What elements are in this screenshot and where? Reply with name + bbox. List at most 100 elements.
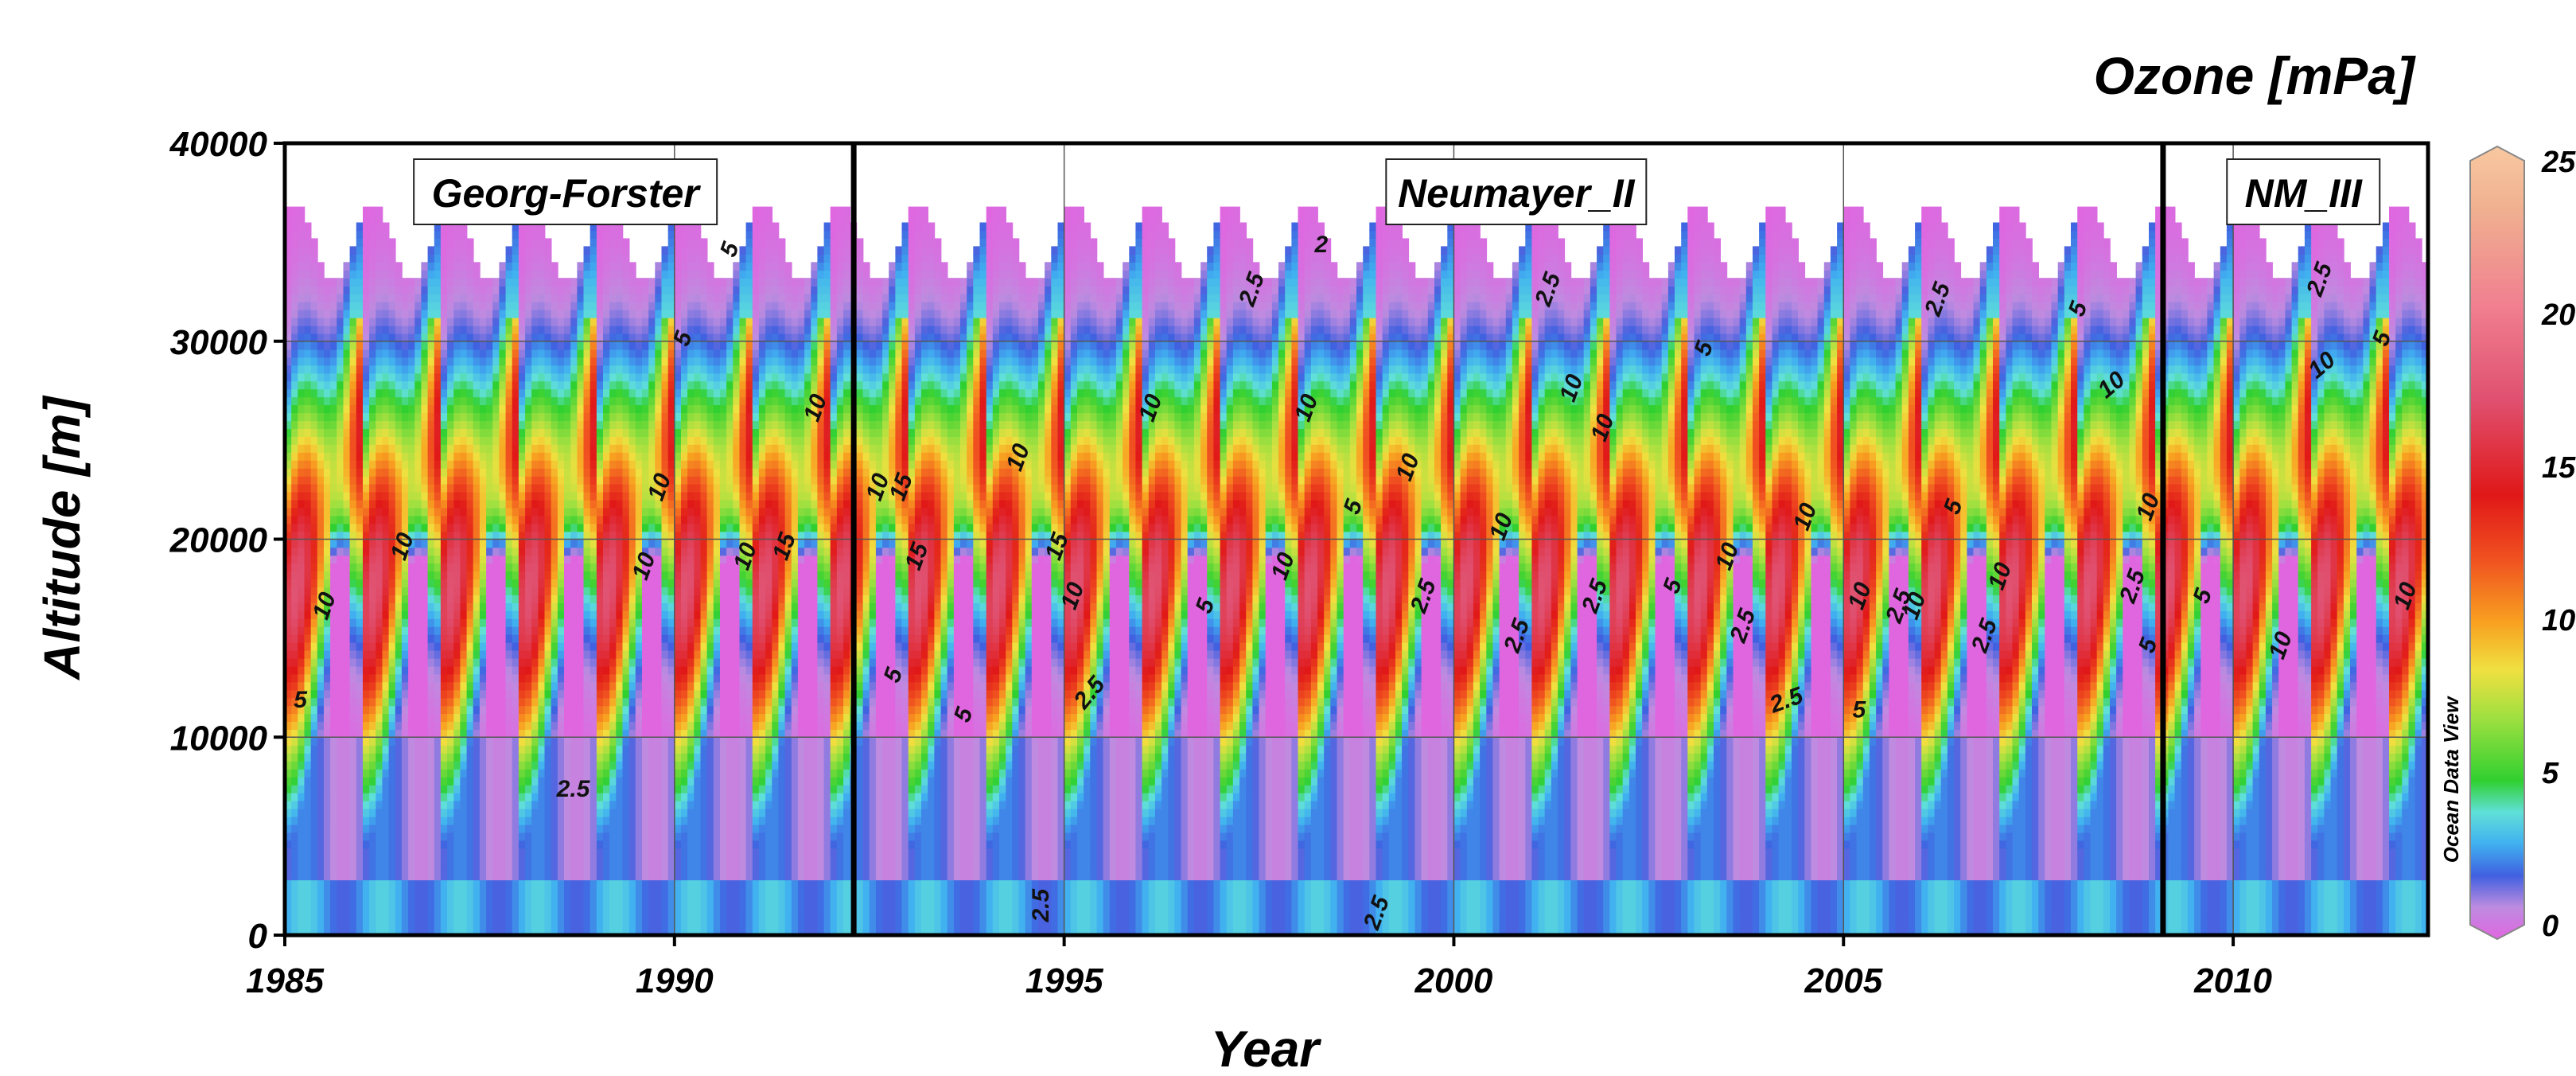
heatmap-cell xyxy=(551,879,558,889)
heatmap-cell xyxy=(349,595,357,603)
heatmap-cell xyxy=(622,325,630,334)
heatmap-cell xyxy=(518,491,526,501)
heatmap-cell xyxy=(363,911,370,920)
heatmap-cell xyxy=(414,689,422,699)
heatmap-cell xyxy=(427,777,435,786)
heatmap-cell xyxy=(369,824,377,833)
heatmap-cell xyxy=(635,761,643,770)
heatmap-cell xyxy=(622,689,630,699)
heatmap-cell xyxy=(343,468,351,477)
heatmap-cell xyxy=(440,262,448,271)
heatmap-cell xyxy=(421,927,429,935)
heatmap-cell xyxy=(421,641,429,651)
heatmap-cell xyxy=(570,777,578,786)
heatmap-cell xyxy=(324,555,331,564)
heatmap-cell xyxy=(466,238,474,248)
heatmap-cell xyxy=(330,317,338,326)
heatmap-cell xyxy=(603,531,610,540)
heatmap-cell xyxy=(590,539,597,548)
heatmap-cell xyxy=(349,824,357,833)
heatmap-cell xyxy=(486,294,494,302)
heatmap-cell xyxy=(421,539,429,548)
heatmap-cell xyxy=(596,555,604,564)
heatmap-cell xyxy=(603,515,610,524)
heatmap-cell xyxy=(298,254,305,263)
heatmap-cell xyxy=(421,697,429,707)
heatmap-cell xyxy=(590,840,597,849)
heatmap-cell xyxy=(343,697,351,707)
heatmap-cell xyxy=(505,824,513,833)
heatmap-cell xyxy=(525,816,533,825)
heatmap-cell xyxy=(369,325,377,334)
heatmap-cell xyxy=(603,871,610,881)
heatmap-cell xyxy=(460,895,468,905)
heatmap-cell xyxy=(512,895,519,905)
heatmap-cell xyxy=(609,761,617,770)
heatmap-cell xyxy=(570,697,578,707)
heatmap-cell xyxy=(538,420,546,429)
heatmap-cell xyxy=(590,792,597,801)
heatmap-cell xyxy=(538,729,546,739)
heatmap-cell xyxy=(369,792,377,801)
heatmap-cell xyxy=(324,769,331,778)
heatmap-cell xyxy=(427,475,435,485)
heatmap-cell xyxy=(298,483,305,493)
heatmap-cell xyxy=(551,483,558,493)
heatmap-cell xyxy=(298,792,305,801)
heatmap-cell xyxy=(376,848,383,857)
heatmap-cell xyxy=(486,737,494,747)
heatmap-cell xyxy=(596,270,604,279)
heatmap-cell xyxy=(369,689,377,699)
heatmap-cell xyxy=(583,563,591,572)
heatmap-cell xyxy=(310,800,318,809)
heatmap-cell xyxy=(363,254,370,263)
heatmap-cell xyxy=(505,452,513,461)
heatmap-cell xyxy=(414,777,422,786)
heatmap-cell xyxy=(369,547,377,556)
heatmap-cell xyxy=(492,721,500,731)
heatmap-cell xyxy=(427,523,435,532)
heatmap-cell xyxy=(317,808,325,817)
heatmap-cell xyxy=(512,903,519,912)
heatmap-cell xyxy=(427,294,435,302)
heatmap-cell xyxy=(440,372,448,382)
heatmap-cell xyxy=(492,579,500,588)
heatmap-cell xyxy=(499,864,507,873)
heatmap-cell xyxy=(343,792,351,801)
heatmap-cell xyxy=(512,230,519,240)
heatmap-cell xyxy=(349,475,357,485)
heatmap-cell xyxy=(330,705,338,715)
heatmap-cell xyxy=(304,349,312,358)
heatmap-cell xyxy=(616,800,624,809)
heatmap-cell xyxy=(310,333,318,342)
heatmap-cell xyxy=(590,468,597,477)
heatmap-cell xyxy=(538,388,546,398)
heatmap-cell xyxy=(408,380,416,390)
heatmap-cell xyxy=(473,531,481,540)
heatmap-cell xyxy=(577,547,585,556)
heatmap-cell xyxy=(414,325,422,334)
heatmap-cell xyxy=(356,491,364,501)
heatmap-cell xyxy=(466,769,474,778)
heatmap-cell xyxy=(499,444,507,453)
heatmap-cell xyxy=(505,610,513,619)
heatmap-cell xyxy=(466,832,474,841)
heatmap-cell xyxy=(544,808,552,817)
heatmap-cell xyxy=(369,254,377,263)
heatmap-cell xyxy=(337,745,344,754)
heatmap-cell xyxy=(564,515,571,524)
heatmap-cell xyxy=(499,705,507,715)
heatmap-cell xyxy=(401,808,409,817)
heatmap-cell xyxy=(544,697,552,707)
heatmap-cell xyxy=(518,483,526,493)
heatmap-cell xyxy=(330,491,338,501)
heatmap-cell xyxy=(298,595,305,603)
heatmap-cell xyxy=(648,665,656,675)
heatmap-cell xyxy=(434,641,442,651)
heatmap-cell xyxy=(408,800,416,809)
heatmap-cell xyxy=(642,420,649,429)
heatmap-cell xyxy=(518,349,526,358)
heatmap-cell xyxy=(421,919,429,928)
heatmap-cell xyxy=(349,571,357,580)
heatmap-cell xyxy=(330,483,338,493)
